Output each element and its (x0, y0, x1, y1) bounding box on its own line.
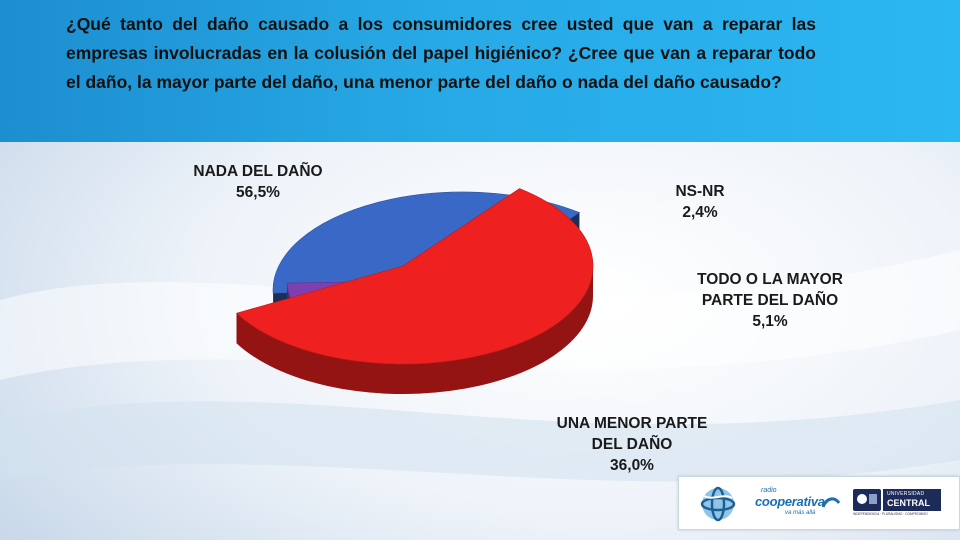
slice-value-label: 2,4% (682, 204, 718, 221)
pie-chart: NADA DEL DAÑO 56,5% NS-NR 2,4% TODO O LA MAY… (193, 162, 843, 474)
slice-category-label: NADA DEL DAÑO (193, 162, 322, 180)
pie-slice-rim (236, 266, 594, 394)
logo-bar: radio cooperativa va más allá UNIVERSIDA… (678, 476, 960, 530)
slice-category-label: DEL DAÑO (592, 435, 673, 453)
pie-slice-top (235, 188, 594, 365)
radio-small-text: radio (761, 487, 777, 494)
universidad-central-logo: UNIVERSIDAD CENTRAL INDEPENDENCIA · PLUR… (853, 489, 943, 519)
question-text: ¿Qué tanto del daño causado a los consum… (66, 14, 816, 92)
radio-brand-text: cooperativa (755, 494, 825, 509)
slice-category-label: UNA MENOR PARTE (557, 415, 708, 432)
slice-value-label: 56,5% (236, 184, 280, 201)
radio-cooperativa-logo: radio cooperativa va más allá (755, 487, 845, 521)
slice-category-label: TODO O LA MAYOR (697, 271, 843, 288)
university-line1-text: UNIVERSIDAD (887, 491, 925, 497)
slice-category-label: PARTE DEL DAÑO (702, 291, 838, 309)
globe-logo-icon (700, 486, 736, 522)
university-emblem-icon (853, 489, 881, 511)
radio-tagline-text: va más allá (785, 510, 816, 516)
radio-swoosh-icon (821, 497, 841, 508)
university-tagline-text: INDEPENDENCIA · PLURALISMO · COMPROMISO (853, 512, 928, 516)
slice-category-label: NS-NR (675, 183, 724, 200)
slice-value-label: 5,1% (752, 313, 788, 330)
slice-value-label: 36,0% (610, 457, 654, 474)
question-header: ¿Qué tanto del daño causado a los consum… (0, 0, 960, 142)
university-line2-text: CENTRAL (887, 498, 930, 508)
pie-slice (235, 188, 594, 394)
